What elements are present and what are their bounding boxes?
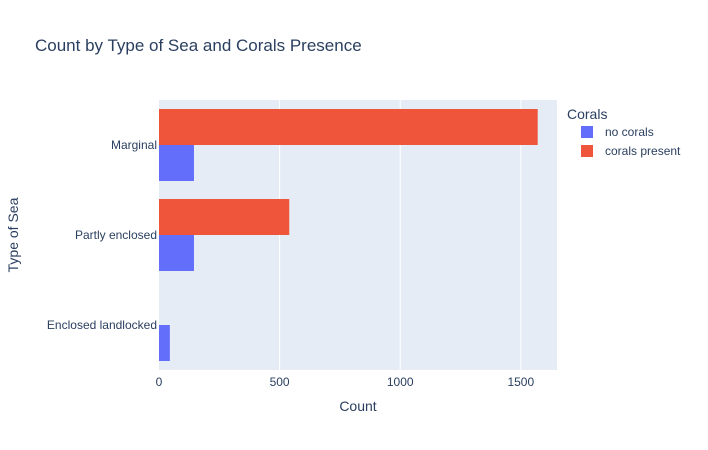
bar-corals-present[interactable] bbox=[159, 109, 538, 145]
bar-no-corals[interactable] bbox=[159, 145, 194, 181]
y-axis-ticks: Marginal Partly enclosed Enclosed landlock… bbox=[47, 138, 157, 332]
y-tick-label: Partly enclosed bbox=[75, 228, 157, 242]
bar-no-corals[interactable] bbox=[159, 235, 194, 271]
legend-swatch[interactable] bbox=[581, 126, 593, 138]
legend-item-label[interactable]: corals present bbox=[605, 144, 681, 158]
x-tick-label: 0 bbox=[156, 375, 163, 389]
x-axis-ticks: 0 500 1000 1500 bbox=[156, 375, 535, 389]
legend-title: Corals bbox=[567, 106, 607, 122]
legend-swatch[interactable] bbox=[581, 145, 593, 157]
legend-item-label[interactable]: no corals bbox=[605, 125, 654, 139]
x-axis-title: Count bbox=[339, 398, 376, 414]
y-tick-label: Marginal bbox=[111, 138, 157, 152]
x-tick-label: 1000 bbox=[387, 375, 414, 389]
x-tick-label: 500 bbox=[270, 375, 290, 389]
y-tick-label: Enclosed landlocked bbox=[47, 318, 157, 332]
x-tick-label: 1500 bbox=[507, 375, 534, 389]
bars[interactable] bbox=[159, 109, 538, 361]
chart-title: Count by Type of Sea and Corals Presence bbox=[35, 36, 362, 55]
bar-corals-present[interactable] bbox=[159, 199, 290, 235]
y-axis-title: Type of Sea bbox=[5, 197, 21, 272]
legend[interactable]: Corals no corals corals present bbox=[567, 106, 681, 158]
bar-no-corals[interactable] bbox=[159, 325, 170, 361]
